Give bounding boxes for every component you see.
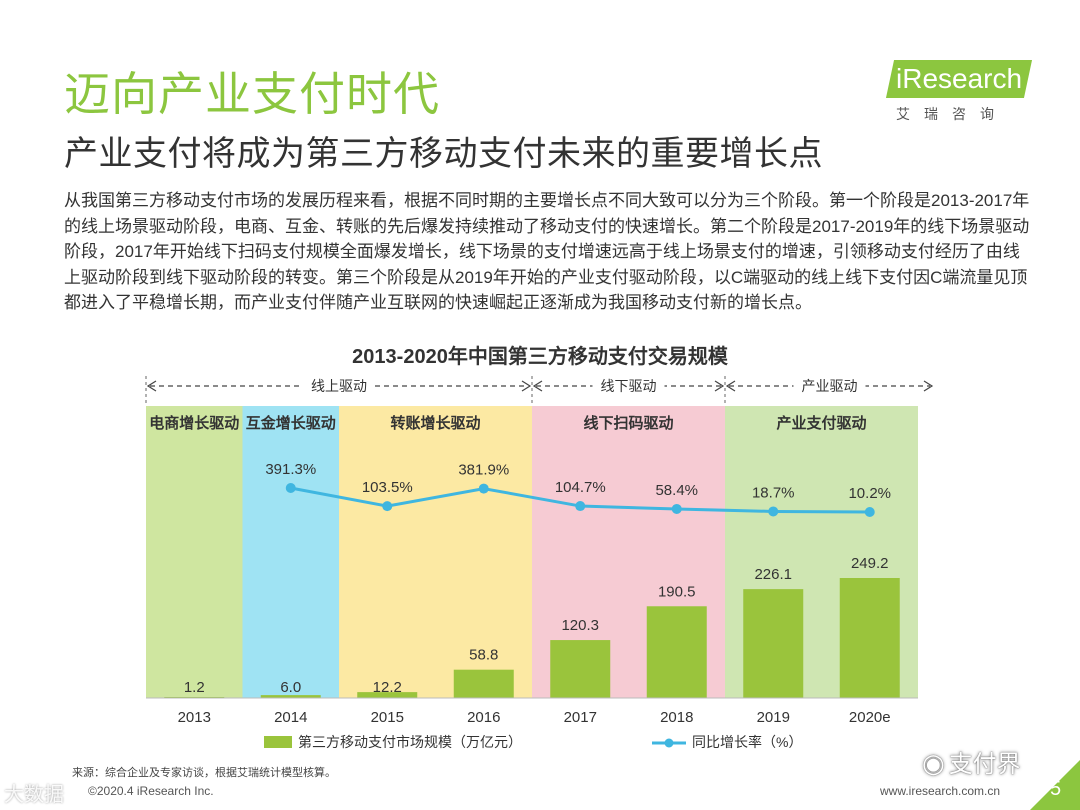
website-url[interactable]: www.iresearch.com.cn [880,784,1001,798]
stage-arrow-head-right-1 [714,380,725,392]
source-note: 来源：综合企业及专家访谈，根据艾瑞统计模型核算。 [72,767,336,779]
logo-cn: 艾瑞咨询 [896,106,1008,122]
phase-label-0: 电商增长驱动 [149,414,239,432]
bar-2014 [260,695,321,698]
x-tick-2017: 2017 [564,709,597,726]
growth-label-2020e: 10.2% [848,485,891,502]
x-tick-2014: 2014 [274,709,307,726]
stage-arrow-head-right-2 [923,380,934,392]
growth-label-2017: 104.7% [555,479,606,496]
phase-band-2 [339,406,532,698]
x-tick-2018: 2018 [660,709,693,726]
phase-label-2: 转账增长驱动 [390,414,480,432]
growth-label-2014: 391.3% [265,461,316,478]
bar-2016 [453,669,514,698]
x-tick-2016: 2016 [467,709,500,726]
stage-label-2: 产业驱动 [802,378,858,394]
growth-label-2015: 103.5% [362,479,413,496]
growth-point-2019 [768,506,779,517]
phase-label-4: 产业支付驱动 [776,414,866,432]
legend-line-marker [664,738,674,748]
page-subtitle: 产业支付将成为第三方移动支付未来的重要增长点 [64,135,823,173]
bar-2017 [550,640,611,698]
chart-title: 2013-2020年中国第三方移动支付交易规模 [352,346,728,368]
phase-band-0 [146,406,243,698]
bar-2019 [743,589,804,698]
wechat-icon: ◉ [922,748,945,778]
stage-arrow-head-left-0 [146,380,157,392]
phase-band-1 [242,406,339,698]
watermark-left-text: 大数据 [4,784,64,806]
bar-label-2018: 190.5 [658,583,696,600]
stage-arrow-head-left-1 [532,380,543,392]
watermark-right-text: 支付界 [948,751,1021,778]
growth-point-2016 [478,483,489,494]
stage-label-bg-2 [793,375,866,397]
phase-label-1: 互金增长驱动 [246,414,336,432]
bar-label-2013: 1.2 [184,679,205,696]
bar-label-2014: 6.0 [280,679,301,696]
phase-label-3: 线下扫码驱动 [583,414,673,432]
growth-label-2018: 58.4% [655,482,698,499]
growth-label-2019: 18.7% [752,484,795,501]
legend-bar-swatch [264,736,292,748]
stage-label-bg-0 [303,375,375,397]
page-number: 5 [1050,778,1062,800]
stage-arrow-head-left-2 [725,380,736,392]
growth-point-2020e [864,507,875,517]
growth-point-2018 [671,503,682,514]
legend-bar-label: 第三方移动支付市场规模（万亿元） [298,734,522,750]
bar-label-2020e: 249.2 [851,555,889,572]
iresearch-logo: iResearch 艾瑞咨询 [885,60,1033,126]
bar-2018 [646,606,707,698]
stage-label-1: 线下驱动 [601,378,657,394]
growth-point-2014 [285,483,296,493]
x-tick-2020e: 2020e [849,709,891,726]
x-tick-2015: 2015 [371,709,404,726]
watermark-right: ◉ 支付界 [922,744,1021,779]
bar-label-2016: 58.8 [469,647,498,664]
bar-label-2015: 12.2 [373,679,402,696]
stage-label-bg-1 [592,375,665,397]
legend-line-label: 同比增长率（%） [692,734,802,750]
stage-label-0: 线上驱动 [311,378,367,394]
stage-arrow-head-right-0 [521,380,532,392]
bar-2015 [357,692,418,698]
growth-point-2017 [575,501,586,512]
bar-2020e [839,578,900,698]
bar-label-2017: 120.3 [561,617,599,634]
x-tick-2019: 2019 [757,709,790,726]
bar-label-2019: 226.1 [754,566,792,583]
growth-point-2015 [382,501,393,512]
corner-decoration [1030,760,1080,810]
x-tick-2013: 2013 [178,709,211,726]
copyright: ©2020.4 iResearch Inc. [88,784,214,798]
watermark-left: 大数据 [4,778,64,807]
page-title: 迈向产业支付时代 [64,68,440,120]
growth-label-2016: 381.9% [458,462,509,479]
intro-paragraph: 从我国第三方移动支付市场的发展历程来看，根据不同时期的主要增长点不同大致可以分为… [64,191,1030,313]
